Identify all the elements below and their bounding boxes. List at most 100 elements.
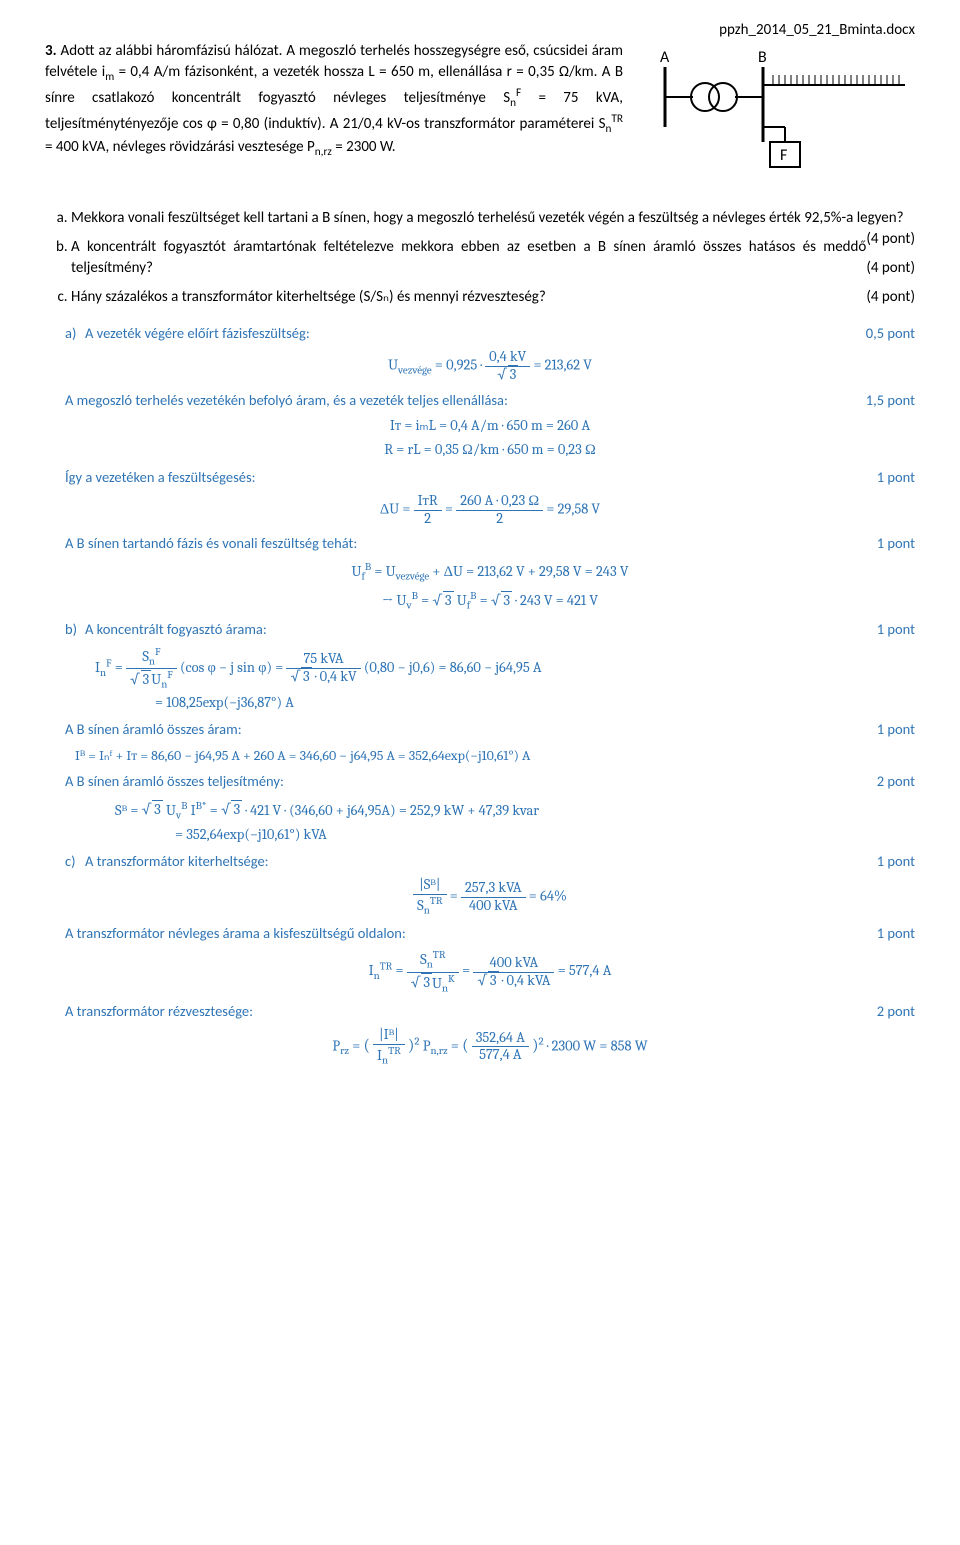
eq-a4-sub2: vezvége	[396, 570, 430, 583]
ans-c-label: c)	[65, 851, 85, 871]
eq-c1-n: |Sᴮ|	[413, 877, 446, 895]
ans-c3-line: A transzformátor rézvesztesége: 2 pont	[65, 1001, 915, 1021]
eq-b1-l2: = 108,25exp(−j36,87°) A	[155, 693, 915, 713]
eq-a4-2r3: 3	[443, 591, 454, 609]
ans-a1-line: a)A vezeték végére előírt fázisfeszültsé…	[65, 323, 915, 343]
question-c-text: Hány százalékos a transzformátor kiterhe…	[71, 288, 546, 306]
eq-c3-p2n: 352,64 A	[472, 1030, 529, 1048]
eq-a1-res: = 213,62 V	[533, 357, 592, 374]
eq-c2-d2r: 3	[488, 971, 499, 989]
eq-b1-du: U	[151, 671, 161, 688]
ans-c2-pts: 1 pont	[877, 923, 915, 943]
eq-c2-eq: =	[396, 962, 407, 979]
problem-statement: 3. Adott az alábbi háromfázisú hálózat. …	[45, 41, 623, 161]
eq-c2-du: U	[432, 974, 442, 991]
eq-a1-sub: vezvége	[398, 364, 432, 377]
eq-a3: ΔU = IᴛR2 = 260 A · 0,23 Ω2 = 29,58 V	[65, 493, 915, 527]
diagram-label-b: B	[758, 48, 767, 67]
ans-a3-pts: 1 pont	[877, 467, 915, 487]
eq-c1-ds: S	[417, 897, 424, 914]
eq-c2-dr: 3	[421, 973, 432, 991]
eq-c2-sn: S	[420, 951, 427, 968]
diagram-label-a: A	[660, 48, 670, 67]
answers-block: a)A vezeték végére előírt fázisfeszültsé…	[65, 323, 915, 1067]
ans-c2-line: A transzformátor névleges árama a kisfes…	[65, 923, 915, 943]
eq-a3-res: = 29,58 V	[546, 500, 600, 517]
eq-b2: Iᴮ = Iₙᶠ + Iᴛ = 86,60 − j64,95 A + 260 A…	[75, 746, 915, 766]
eq-b1-isup: F	[106, 656, 112, 669]
eq-b1-d2: · 0,4 kV	[312, 668, 357, 685]
eq-c2-d2: · 0,4 kVA	[499, 972, 551, 989]
eq-c2-isup: TR	[380, 960, 393, 973]
radical-icon	[477, 972, 487, 989]
eq-a3-mid: =	[445, 500, 456, 517]
eq-b1: InF = SnF 3UnF (cos φ − j sin φ) = 75 kV…	[95, 646, 915, 714]
ans-a2-label: A megoszló terhelés vezetékén befolyó ár…	[65, 390, 508, 410]
eq-c2-snsup: TR	[433, 948, 446, 961]
circuit-diagram: A B	[635, 41, 915, 194]
eq-c3-p2d: 577,4 A	[472, 1047, 529, 1064]
eq-a2-2: R = rL = 0,35 Ω/km · 650 m = 0,23 Ω	[65, 440, 915, 460]
ans-a4-pts: 1 pont	[877, 533, 915, 553]
eq-a2-1: Iᴛ = iₘL = 0,4 A/m · 650 m = 260 A	[65, 416, 915, 436]
eq-b3-mid: =	[210, 801, 221, 818]
p-sub: n,rz	[315, 145, 332, 159]
ans-a3-line: Így a vezetéken a feszültségesés: 1 pont	[65, 467, 915, 487]
eq-c1-d2: 400 kVA	[461, 898, 526, 915]
eq-b1-p1: (cos φ − j sin φ) =	[180, 659, 286, 676]
eq-b3-rest: · 421 V · (346,60 + j64,95A) = 252,9 kW …	[245, 801, 539, 818]
question-b-text: A koncentrált fogyasztót áramtartónak fe…	[71, 238, 866, 277]
eq-c2: InTR = SnTR 3UnK = 400 kVA 3 · 0,4 kVA =…	[65, 949, 915, 994]
ans-b3-pts: 2 pont	[877, 771, 915, 791]
eq-a4-rest: + ΔU = 213,62 V + 29,58 V = 243 V	[432, 563, 628, 580]
eq-b1-d2r: 3	[301, 667, 312, 685]
eq-a3-n1: IᴛR	[414, 493, 442, 511]
eq-a3-d1: 2	[414, 511, 442, 528]
eq-a1-den: 3	[508, 365, 519, 383]
ans-b2-line: A B sínen áramló összes áram: 1 pont	[65, 719, 915, 739]
ans-b1-line: b)A koncentrált fogyasztó árama: 1 pont	[65, 619, 915, 639]
eq-c3-sq1: 2	[414, 1035, 419, 1048]
question-b-pts: (4 pont)	[866, 258, 915, 279]
radical-icon	[497, 366, 507, 383]
eq-a4-2: → UvB = 3 UfB = 3 · 243 V = 421 V	[65, 588, 915, 613]
question-a-pts: (4 pont)	[866, 229, 915, 250]
radical-icon	[411, 974, 421, 991]
radical-icon	[290, 668, 300, 685]
eq-c3-eq: =	[352, 1037, 363, 1054]
eq-c3-rest: · 2300 W = 858 W	[547, 1037, 648, 1054]
filename-header: ppzh_2014_05_21_Bminta.docx	[45, 20, 915, 41]
eq-c2-n2: 400 kVA	[473, 955, 554, 973]
ans-a4-line: A B sínen tartandó fázis és vonali feszü…	[65, 533, 915, 553]
ans-a-label: a)	[65, 323, 85, 343]
eq-c1: |Sᴮ| SnTR = 257,3 kVA400 kVA = 64%	[65, 877, 915, 917]
eq-a1-mid: = 0,925 ·	[432, 357, 485, 374]
eq-b3-r3: 3	[152, 800, 163, 818]
ans-c1-label: A transzformátor kiterheltsége:	[85, 852, 269, 870]
eq-c1-mid: =	[450, 887, 461, 904]
eq-a3-lhs: ΔU =	[380, 500, 414, 517]
eq-a3-d2: 2	[456, 511, 543, 528]
im-sub: m	[105, 70, 114, 84]
radical-icon	[142, 801, 152, 818]
eq-a4-arrow: → U	[382, 592, 407, 609]
eq-b3-usup: B	[181, 799, 187, 812]
eq-b1-dr: 3	[141, 670, 152, 688]
eq-a4-sup: B	[365, 560, 371, 573]
eq-c3-mid: =	[451, 1037, 462, 1054]
radical-icon	[130, 671, 140, 688]
question-list: Mekkora vonali feszültséget kell tartani…	[45, 208, 915, 308]
ans-b1-pts: 1 pont	[877, 619, 915, 639]
eq-a4-2sup: B	[412, 589, 418, 602]
eq-b3-lhs: Sᴮ =	[115, 801, 142, 818]
eq-a1-u: U	[388, 357, 398, 374]
eq-c3: Prz = ( |Iᴮ| InTR )2 Pn,rz = ( 352,64 A …	[65, 1027, 915, 1067]
eq-c1-n2: 257,3 kVA	[461, 880, 526, 898]
ans-b3-label: A B sínen áramló összes teljesítmény:	[65, 771, 284, 791]
eq-b3-isup: B*	[196, 799, 207, 812]
eq-a4-u: U	[352, 563, 362, 580]
ans-a2-pts: 1,5 pont	[866, 390, 915, 410]
ans-b3-line: A B sínen áramló összes teljesítmény: 2 …	[65, 771, 915, 791]
radical-icon	[221, 801, 231, 818]
ans-b-label: b)	[65, 619, 85, 639]
